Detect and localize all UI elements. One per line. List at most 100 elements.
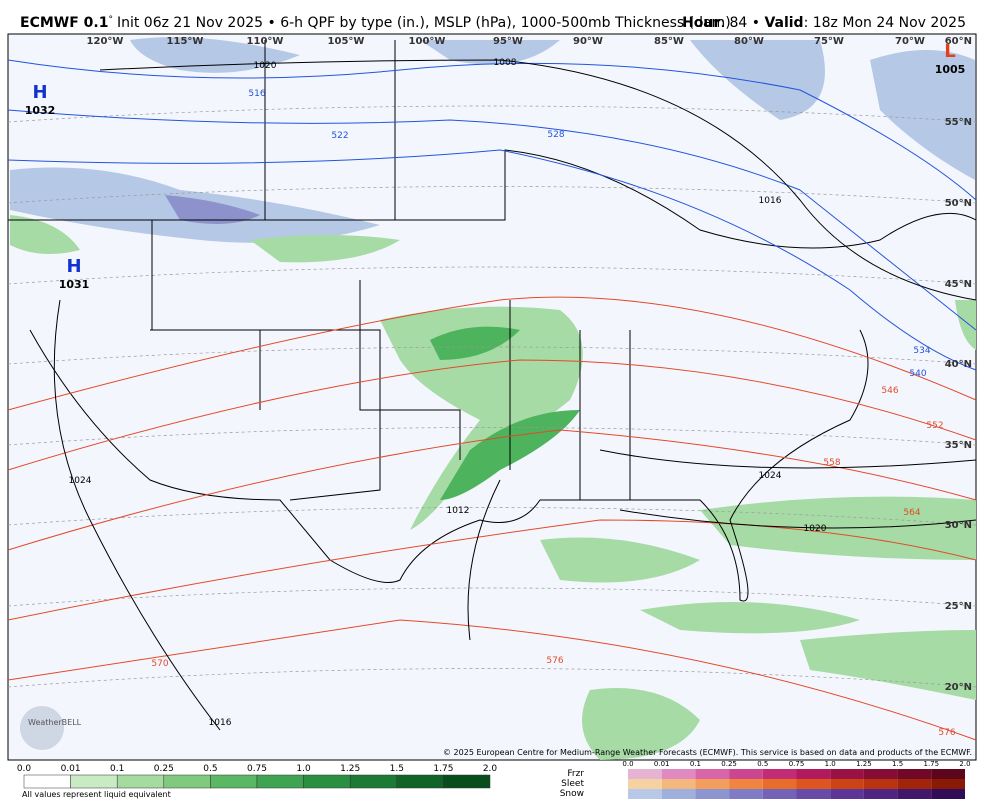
type-swatch [931, 789, 965, 799]
thickness-label: 576 [938, 728, 955, 738]
rain-swatch [210, 774, 258, 789]
latitude-label: 25°N [945, 601, 972, 612]
isobar-label: 1024 [69, 476, 92, 486]
isobar-label: 1016 [759, 196, 782, 206]
type-swatch [729, 789, 763, 799]
rain-tick: 1.5 [390, 764, 404, 774]
thickness-label: 528 [547, 130, 564, 140]
type-swatch [628, 789, 662, 799]
description: Init 06z 21 Nov 2025 • 6-h QPF by type (… [117, 15, 731, 31]
longitude-label: 85°W [654, 36, 684, 47]
type-swatch [830, 779, 864, 789]
thickness-label: 540 [909, 369, 926, 379]
copyright: © 2025 European Centre for Medium-Range … [443, 748, 972, 757]
type-tick: 0.0 [622, 760, 633, 768]
latitude-label: 55°N [945, 117, 972, 128]
longitude-label: 110°W [247, 36, 284, 47]
graticule [7, 105, 977, 688]
rain-swatch [303, 774, 351, 789]
type-swatch [863, 789, 898, 799]
rain-swatch [23, 774, 71, 789]
degree: ° [108, 15, 113, 25]
longitude-label: 80°W [734, 36, 764, 47]
thickness-label: 558 [823, 458, 840, 468]
pressure-letter: H [32, 82, 47, 103]
type-swatch [628, 779, 662, 789]
hour-label: Hour [682, 15, 720, 31]
model: ECMWF 0.1 [20, 15, 108, 31]
type-swatch [762, 789, 797, 799]
thickness-label: 516 [248, 89, 265, 99]
latitude-label: 45°N [945, 279, 972, 290]
rain-swatch [163, 774, 211, 789]
type-swatch [863, 779, 898, 789]
type-swatch [931, 779, 965, 789]
rain-tick: 0.25 [154, 764, 174, 774]
rain-tick: 1.75 [433, 764, 453, 774]
snow-areas [10, 37, 975, 243]
map: WeatherBELL © 2025 European Centre for M… [7, 33, 977, 761]
type-label: Frzr [567, 769, 584, 779]
type-tick: 1.5 [892, 760, 903, 768]
type-swatch [931, 769, 965, 779]
rain-swatch [349, 774, 398, 789]
valid: : 18z Mon 24 Nov 2025 [804, 15, 966, 31]
logo: WeatherBELL [28, 718, 82, 727]
longitude-label: 75°W [814, 36, 844, 47]
rain-swatch [70, 774, 118, 789]
thickness-label: 564 [903, 508, 920, 518]
rain-colorbar: 0.0 0.01 0.1 0.25 0.5 0.75 1.0 1.25 1.5 1.75 2.0 [17, 764, 498, 789]
type-swatch [897, 779, 932, 789]
type-swatch [830, 769, 864, 779]
thickness-cold [7, 59, 977, 371]
rain-swatch [116, 774, 165, 789]
isobar-label: 1020 [254, 61, 277, 71]
boundaries [8, 40, 977, 602]
type-swatch [661, 769, 696, 779]
header-left: ECMWF 0.1° Init 06z 21 Nov 2025 • 6-h QPF… [20, 15, 731, 31]
type-swatch [897, 769, 932, 779]
type-label: Snow [560, 789, 584, 799]
isobar-label: 1016 [209, 718, 232, 728]
isobar-label: 1008 [494, 58, 517, 68]
rain-tick: 0.5 [203, 764, 217, 774]
colorbar-note: All values represent liquid equivalent [22, 790, 171, 799]
type-swatch [695, 769, 730, 779]
type-tick: 0.5 [757, 760, 768, 768]
thickness-label: 522 [331, 131, 348, 141]
type-swatch [661, 779, 696, 789]
type-tick: 0.01 [654, 760, 670, 768]
type-swatch [796, 769, 831, 779]
thickness-label: 534 [913, 346, 930, 356]
rain-tick: 2.0 [483, 764, 498, 774]
type-swatch [762, 779, 797, 789]
latitude-label: 30°N [945, 520, 972, 531]
type-swatch [695, 789, 730, 799]
type-swatch [729, 769, 763, 779]
pressure-value: 1032 [25, 104, 56, 117]
thickness-warm [7, 296, 977, 741]
rain-tick: 1.25 [340, 764, 360, 774]
type-label: Sleet [561, 779, 584, 789]
rain-tick: 0.01 [61, 764, 81, 774]
thickness-label: 570 [151, 659, 168, 669]
hour: : 84 • [720, 15, 764, 31]
type-swatch [695, 779, 730, 789]
pressure-value: 1005 [935, 63, 966, 76]
latitude-label: 60°N [945, 36, 972, 47]
rain-tick: 1.0 [296, 764, 311, 774]
type-tick: 1.25 [856, 760, 872, 768]
thickness-label: 552 [926, 421, 943, 431]
type-tick: 1.75 [924, 760, 940, 768]
type-swatch [863, 769, 898, 779]
rain-tick: 0.1 [110, 764, 124, 774]
rain-tick: 0.0 [17, 764, 32, 774]
type-tick: 0.1 [690, 760, 701, 768]
longitude-label: 105°W [328, 36, 365, 47]
latitude-label: 40°N [945, 359, 972, 370]
isobar-label: 1024 [759, 471, 782, 481]
type-swatch [729, 779, 763, 789]
type-swatch [796, 789, 831, 799]
type-swatch [897, 789, 932, 799]
